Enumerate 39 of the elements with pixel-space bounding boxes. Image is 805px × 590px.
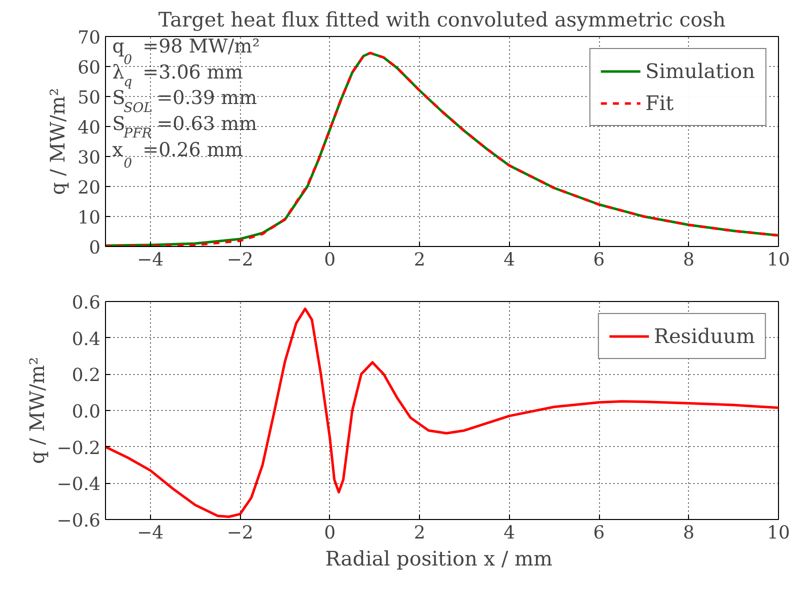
y-tick-label: −0.6 xyxy=(56,510,101,532)
y-tick-label: 0.0 xyxy=(72,402,101,422)
y-tick-label: 50 xyxy=(78,88,100,108)
x-tick-label: 8 xyxy=(683,250,694,270)
chart-title: Target heat flux fitted with convoluted asymmetric cosh xyxy=(158,8,726,32)
y-tick-label: 70 xyxy=(78,28,100,48)
x-tick-label: −4 xyxy=(137,250,164,270)
y-tick-label: 60 xyxy=(78,58,100,78)
y-tick-label: 20 xyxy=(78,178,100,198)
x-tick-label: 0 xyxy=(324,250,336,270)
y-tick-label: 0.2 xyxy=(72,365,101,386)
legend-label: Residuum xyxy=(654,324,755,348)
x-tick-label: 2 xyxy=(414,250,426,270)
y-tick-label: 0.4 xyxy=(72,328,101,350)
x-axis-title: Radial position x / mm xyxy=(325,546,552,570)
y-tick-label: 30 xyxy=(78,148,100,168)
x-tick-label: −2 xyxy=(226,522,254,544)
y-tick-label: 10 xyxy=(78,208,100,228)
x-tick-label: 10 xyxy=(767,522,790,544)
x-tick-label: 8 xyxy=(683,522,694,544)
x-tick-label: 10 xyxy=(767,250,790,270)
x-tick-label: 6 xyxy=(593,250,605,270)
x-tick-label: 2 xyxy=(414,522,426,544)
x-tick-label: 4 xyxy=(504,522,516,544)
y-axis-title: q / MW/m² xyxy=(24,356,49,464)
line-series xyxy=(106,308,778,518)
y-tick-label: 40 xyxy=(78,118,100,138)
legend-label: Simulation xyxy=(645,59,755,83)
annotation: x0 =0.26 mm xyxy=(112,138,243,172)
y-tick-label: −0.4 xyxy=(56,474,101,496)
y-tick-label: 0.6 xyxy=(72,292,101,314)
x-tick-label: 0 xyxy=(324,522,336,544)
x-tick-label: 6 xyxy=(593,522,605,544)
x-tick-label: −4 xyxy=(137,522,164,544)
y-tick-label: −0.2 xyxy=(56,438,101,459)
x-tick-label: −2 xyxy=(226,250,254,270)
legend-label: Fit xyxy=(645,91,674,115)
x-tick-label: 4 xyxy=(504,250,516,270)
y-axis-title: q / MW/m² xyxy=(46,88,70,196)
